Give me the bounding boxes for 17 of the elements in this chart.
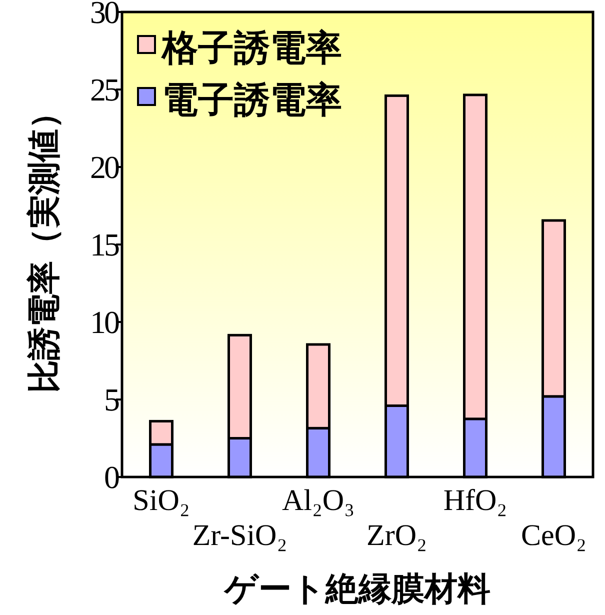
y-tick-label: 20 — [90, 149, 119, 185]
y-tick-label: 30 — [90, 0, 119, 30]
y-tick-label: 0 — [104, 459, 119, 495]
x-tick-label: Zr-SiO₂ — [192, 519, 288, 552]
legend-label: 電子誘電率 — [162, 80, 342, 121]
x-tick-label: HfO₂ — [443, 484, 508, 517]
y-tick-label: 15 — [90, 226, 119, 262]
y-tick-label: 5 — [104, 382, 119, 418]
x-tick-label: SiO₂ — [132, 484, 190, 517]
x-tick-label: CeO₂ — [521, 519, 586, 552]
legend-label: 格子誘電率 — [160, 28, 342, 69]
x-tick-label: ZrO₂ — [366, 519, 427, 552]
y-tick-label: 25 — [90, 72, 119, 108]
x-axis-title: ゲート絶縁膜材料 — [224, 569, 490, 608]
y-tick-label: 10 — [90, 304, 119, 340]
y-axis-title: 比誘電率（実測値） — [24, 96, 63, 393]
x-tick-label: Al₂O₃ — [282, 484, 355, 517]
